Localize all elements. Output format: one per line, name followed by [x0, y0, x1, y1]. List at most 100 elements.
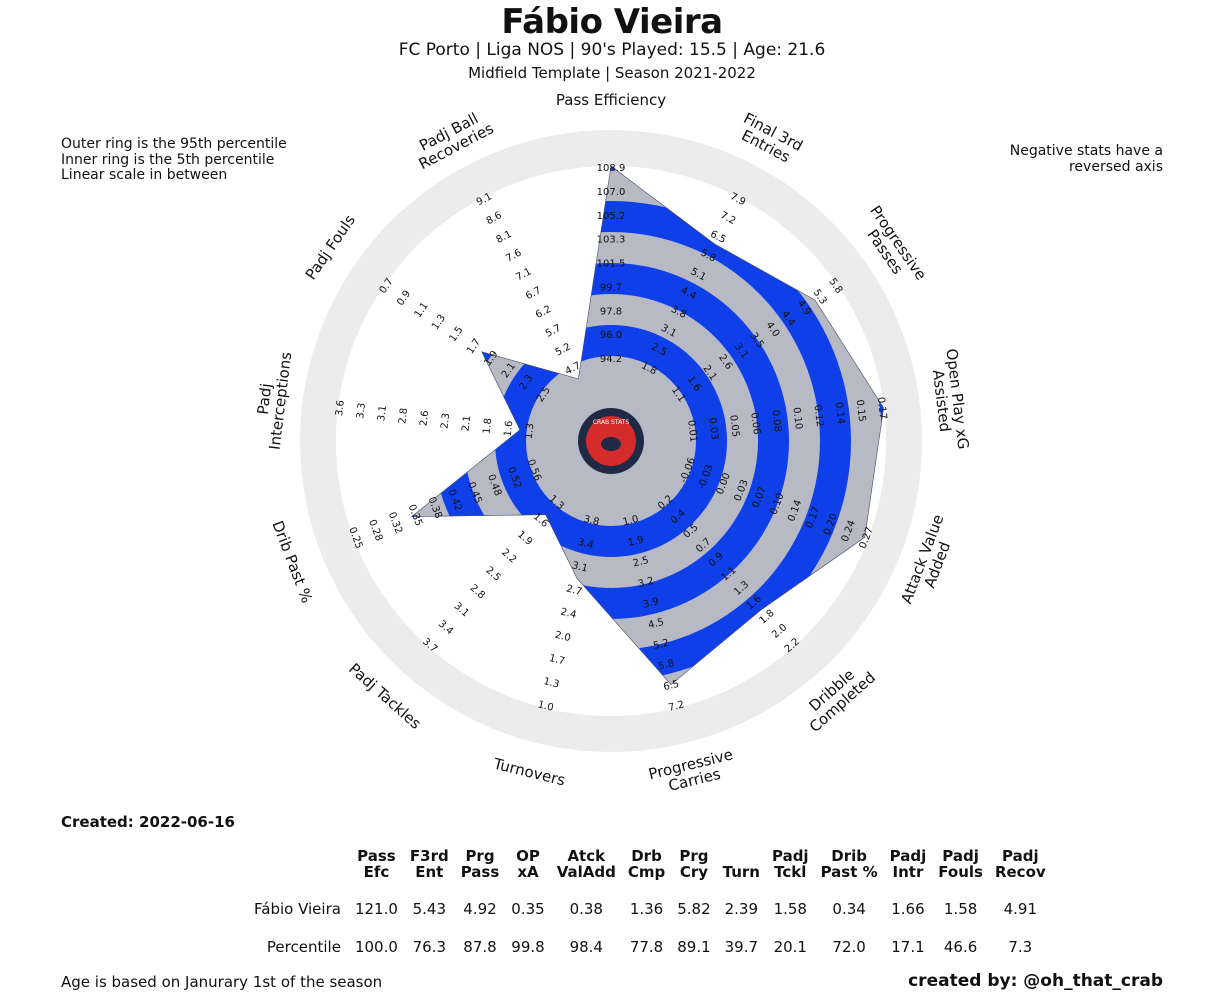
- axis-tick-label: 5.2: [652, 638, 670, 652]
- table-header-cell: OP xA: [516, 847, 540, 881]
- table-cell: 76.3: [412, 938, 446, 956]
- axis-tick-label: 2.8: [397, 407, 410, 424]
- axis-tick-label: 4.5: [647, 617, 665, 631]
- table-cell: 77.8: [629, 938, 664, 956]
- axis-tick-label: 2.7: [565, 583, 583, 597]
- axis-tick-label: 7.2: [667, 699, 685, 713]
- axis-label: ProgressiveCarries: [647, 745, 739, 799]
- axis-tick-label: 101.5: [597, 259, 626, 270]
- table-row-label: Percentile: [266, 938, 341, 956]
- axis-tick-label: 2.3: [439, 412, 452, 429]
- axis-label: Drib Past %: [268, 518, 316, 605]
- table-header-cell: Atck ValAdd: [556, 847, 616, 881]
- table-cell: 20.1: [773, 938, 807, 956]
- axis-tick-label: 0.05: [727, 414, 741, 437]
- table-cell: 7.3: [1008, 938, 1033, 956]
- axis-label: Open Play xGAssisted: [927, 348, 973, 453]
- axis-tick-label: 107.0: [597, 187, 626, 198]
- axis-tick-label: 3.9: [642, 596, 660, 610]
- table-cell: 1.36: [629, 900, 664, 918]
- table-cell: 0.34: [832, 900, 866, 918]
- table-header-cell: Turn: [722, 863, 760, 881]
- axis-tick-label: 94.2: [600, 354, 622, 365]
- table-cell: 5.43: [412, 900, 446, 918]
- table-cell: 0.38: [569, 900, 603, 918]
- axis-tick-label: 96.0: [600, 330, 622, 341]
- axis-tick-label: 3.1: [376, 405, 389, 422]
- axis-tick-label: 1.6: [503, 420, 516, 437]
- axis-tick-label: 0.14: [833, 402, 847, 425]
- axis-tick-label: 97.8: [600, 306, 622, 317]
- table-header-cell: Pass Efc: [357, 847, 396, 881]
- table-header-cell: Padj Tckl: [771, 847, 809, 881]
- axis-label: Pass Efficiency: [556, 91, 666, 109]
- table-cell: 89.1: [677, 938, 711, 956]
- table-row: Fábio Vieira 121.0 5.43 4.92 0.35 0.38 1.36 5.8…: [248, 890, 1052, 928]
- table-cell: 46.6: [943, 938, 978, 956]
- axis-tick-label: 1.0: [622, 514, 640, 528]
- axis-tick-label: 0.17: [875, 396, 889, 419]
- axis-tick-label: 0.12: [812, 404, 826, 427]
- axis-tick-label: 0.10: [790, 407, 804, 430]
- axis-label: Final 3rdEntries: [733, 109, 806, 169]
- axis-tick-label: 0.03: [706, 417, 720, 440]
- table-cell: 2.39: [724, 900, 759, 918]
- template-season-subtitle: Midfield Template | Season 2021-2022: [468, 64, 756, 82]
- axis-tick-label: 3.4: [577, 537, 595, 551]
- table-cell: 39.7: [724, 938, 759, 956]
- axis-tick-label: 103.3: [597, 235, 626, 246]
- player-name-title: Fábio Vieira: [501, 2, 723, 42]
- axis-tick-label: 3.1: [571, 560, 589, 574]
- axis-tick-label: 2.5: [632, 555, 650, 569]
- table-cell: 17.1: [891, 938, 925, 956]
- axis-tick-label: 3.3: [355, 402, 368, 419]
- axis-tick-label: 0.01: [685, 419, 699, 442]
- axis-tick-label: 0.06: [748, 412, 762, 435]
- author-credit: created by: @oh_that_crab: [908, 971, 1163, 991]
- table-header-cell: Padj Fouls: [938, 847, 983, 881]
- reversed-axis-note: Negative stats have a reversed axis: [1009, 143, 1163, 175]
- axis-tick-label: 1.3: [542, 676, 560, 690]
- axis-tick-label: 1.3: [524, 423, 537, 440]
- axis-tick-label: 1.0: [537, 699, 555, 713]
- table-cell: 1.58: [773, 900, 807, 918]
- logo-text: CRAB STATS: [593, 419, 630, 426]
- axis-tick-label: 3.2: [637, 576, 655, 590]
- table-header-cell: Padj Intr: [889, 847, 927, 881]
- axis-label: Turnovers: [491, 754, 567, 789]
- table-cell: 98.4: [569, 938, 603, 956]
- axis-tick-label: 3.8: [582, 514, 600, 528]
- value-outline: [410, 165, 884, 686]
- player-info-subtitle: FC Porto | Liga NOS | 90's Played: 15.5 …: [398, 40, 826, 60]
- axis-tick-label: 105.2: [597, 211, 626, 222]
- table-cell: 87.8: [463, 938, 497, 956]
- axis-tick-label: 1.9: [627, 534, 645, 548]
- table-cell: 121.0: [354, 900, 398, 918]
- table-header-cell: Padj Recov: [994, 847, 1046, 881]
- table-header-blank: [248, 848, 349, 890]
- table-cell: 4.91: [1003, 900, 1037, 918]
- axis-tick-label: 0.08: [769, 409, 783, 432]
- table-cell: 1.66: [891, 900, 925, 918]
- table-row-label: Fábio Vieira: [254, 900, 341, 918]
- table-cell: 5.82: [677, 900, 711, 918]
- scale-note: Outer ring is the 95th percentile Inner …: [61, 136, 287, 183]
- axis-tick-label: 1.8: [482, 418, 495, 435]
- age-footnote: Age is based on Janurary 1st of the seas…: [61, 973, 383, 991]
- axis-tick-label: 5.8: [657, 658, 675, 672]
- table-header-cell: Drib Past %: [820, 847, 878, 881]
- stats-table: Pass Efc F3rd Ent Prg Pass OP xA Atck ValAdd…: [248, 848, 1052, 966]
- table-cell: 1.58: [943, 900, 978, 918]
- table-header-cell: F3rd Ent: [409, 847, 449, 881]
- table-cell: 72.0: [832, 938, 866, 956]
- axis-tick-label: 2.0: [554, 630, 572, 644]
- axis-label: PadjInterceptions: [250, 349, 296, 451]
- table-header-cell: Drb Cmp: [627, 847, 666, 881]
- table-header-cell: Prg Cry: [679, 847, 709, 881]
- crab-icon: [601, 437, 621, 451]
- axis-tick-label: 99.7: [600, 282, 622, 293]
- axis-tick-label: 2.4: [559, 607, 577, 621]
- table-cell: 0.35: [511, 900, 545, 918]
- axis-tick-label: 6.5: [662, 679, 680, 693]
